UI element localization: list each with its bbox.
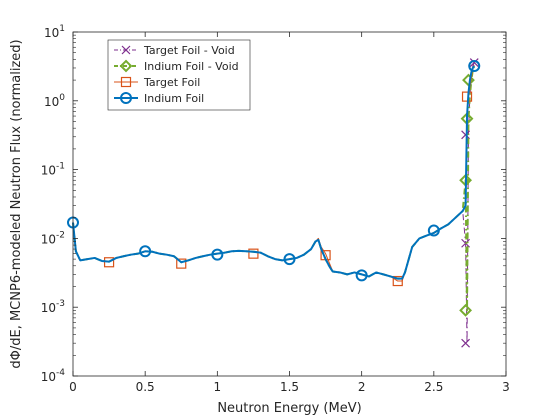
x-tick-label: 3 — [502, 380, 510, 394]
legend-marker — [120, 76, 132, 88]
series-marker — [461, 130, 471, 140]
y-tick-base: 10 — [41, 164, 56, 178]
y-tick-base: 10 — [44, 95, 59, 109]
y-tick-label: 100 — [44, 93, 65, 109]
series-layer — [67, 58, 481, 348]
y-axis-label-suffix: , MCNP6-modeled Neutron Flux (normalized… — [9, 39, 24, 329]
y-tick-exponent: 0 — [59, 93, 65, 103]
x-tick-label: 2 — [358, 380, 366, 394]
y-tick-base: 10 — [44, 26, 59, 40]
y-axis-label: dΦ/dE, MCNP6-modeled Neutron Flux (norma… — [9, 39, 24, 368]
x-axis-label: Neutron Energy (MeV) — [217, 401, 361, 416]
series-line — [72, 65, 476, 280]
series-marker — [211, 248, 224, 261]
series-marker — [283, 253, 296, 266]
y-tick-exponent: -3 — [56, 299, 65, 309]
series-marker — [459, 303, 473, 317]
series-marker — [469, 58, 479, 67]
series-marker — [427, 224, 440, 237]
legend-marker — [120, 92, 132, 104]
series-marker — [139, 245, 152, 258]
series-marker — [392, 275, 403, 287]
legend-label: Target Foil — [143, 76, 200, 89]
series-marker — [103, 257, 115, 268]
x-tick-label: 2.5 — [424, 380, 443, 394]
series-marker — [248, 248, 259, 259]
series-marker — [468, 60, 481, 73]
y-tick-exponent: 1 — [59, 24, 65, 34]
y-tick-base: 10 — [41, 232, 56, 246]
y-tick-base: 10 — [41, 301, 56, 315]
y-tick-label: 10-1 — [41, 162, 65, 178]
y-tick-exponent: -2 — [56, 230, 65, 240]
y-tick-label: 10-4 — [41, 368, 66, 384]
x-tick-label: 0 — [69, 380, 77, 394]
y-tick-exponent: -1 — [56, 162, 65, 172]
x-tick-label: 1.5 — [280, 380, 299, 394]
y-tick-base: 10 — [41, 370, 56, 384]
series-marker — [461, 338, 471, 348]
legend-label: Indium Foil — [144, 92, 204, 105]
series-marker — [176, 258, 187, 269]
legend-marker — [121, 45, 131, 55]
series-marker — [355, 269, 368, 282]
legend-label: Target Foil - Void — [143, 44, 235, 57]
x-tick-label: 1 — [214, 380, 222, 394]
y-tick-exponent: -4 — [56, 368, 65, 378]
y-axis-label-prefix: dΦ/dE — [9, 329, 24, 368]
legend-marker — [119, 59, 133, 73]
y-tick-label: 10-3 — [41, 299, 65, 315]
legend-label: Indium Foil - Void — [144, 60, 239, 73]
y-tick-label: 10-2 — [41, 230, 65, 246]
legend: Target Foil - Void Indium Foil - Void Targ… — [107, 39, 251, 111]
y-tick-label: 101 — [44, 24, 65, 40]
x-tick-label: 0.5 — [136, 380, 155, 394]
